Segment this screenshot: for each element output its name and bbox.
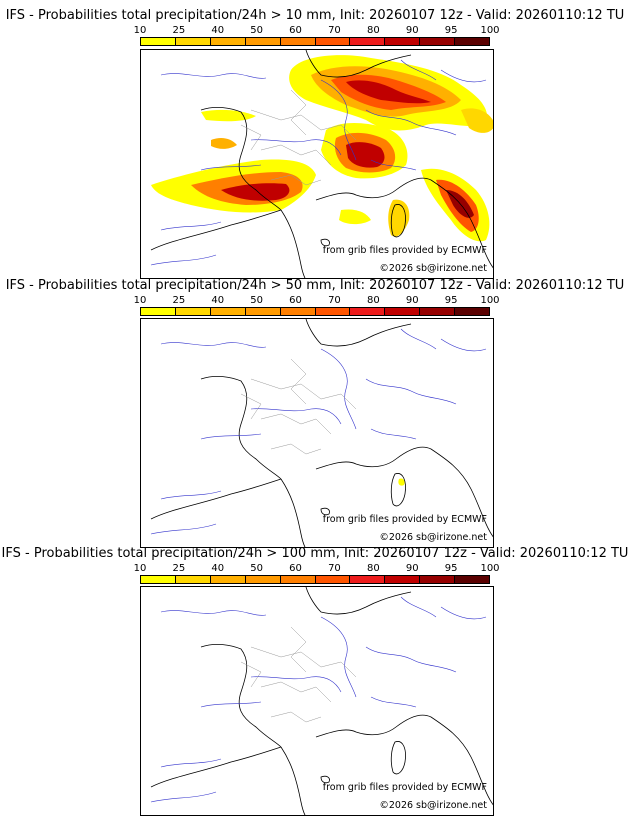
colorbar-tick-label: 60	[289, 25, 302, 36]
colorbar-swatch	[141, 308, 176, 315]
map-panel-100mm: IFS - Probabilities total precipitation/…	[0, 538, 630, 816]
colorbar-tick-label: 90	[405, 563, 419, 574]
source-credit: from grib files provided by ECMWF	[322, 245, 487, 256]
colorbar-labels: 10 25 40 50 60 70 80 90 95 100	[134, 295, 500, 307]
colorbar-tick-label: 25	[172, 25, 186, 36]
colorbar-swatch	[350, 38, 386, 45]
colorbar-swatch	[280, 308, 316, 315]
probability-map: from grib files provided by ECMWF ©2026 …	[140, 318, 494, 548]
source-credit: from grib files provided by ECMWF	[322, 514, 487, 525]
colorbar-tick-label: 70	[328, 295, 341, 306]
copyright-credit: ©2026 sb@irizone.net	[379, 800, 487, 811]
colorbar-swatch	[175, 576, 211, 583]
borders	[240, 626, 357, 723]
borders	[240, 89, 357, 186]
colorbar-tick-label: 25	[172, 563, 186, 574]
colorbar-swatch	[280, 38, 316, 45]
coastlines	[150, 587, 493, 815]
colorbar-tick-label: 90	[405, 25, 419, 36]
colorbar-tick-label: 70	[328, 25, 341, 36]
colorbar-swatch	[175, 38, 211, 45]
coastlines	[150, 319, 493, 547]
colorbar-swatch	[420, 38, 456, 45]
colorbar-tick-label: 40	[211, 563, 225, 574]
colorbar-tick-label: 95	[444, 295, 458, 306]
colorbar-tick-label: 95	[444, 25, 458, 36]
colorbar-tick-label: 60	[289, 563, 302, 574]
colorbar-swatch	[210, 576, 246, 583]
colorbar-tick-label: 50	[250, 563, 264, 574]
colorbar-swatch	[280, 576, 316, 583]
colorbar-labels: 10 25 40 50 60 70 80 90 95 100	[134, 25, 500, 37]
precipitation-probability-field	[398, 478, 405, 486]
copyright-credit: ©2026 sb@irizone.net	[379, 532, 487, 543]
colorbar-tick-label: 50	[250, 25, 264, 36]
colorbar-swatch	[210, 38, 246, 45]
source-credit: from grib files provided by ECMWF	[322, 782, 487, 793]
colorbar-swatch	[455, 38, 490, 45]
colorbar-tick-label: 100	[480, 563, 500, 574]
colorbar-tick-label: 50	[250, 295, 264, 306]
copyright-credit: ©2026 sb@irizone.net	[379, 263, 487, 274]
map-panel-10mm: IFS - Probabilities total precipitation/…	[0, 0, 630, 279]
colorbar-swatch	[245, 38, 281, 45]
colorbar-swatch	[350, 308, 386, 315]
colorbar-tick-label: 60	[289, 295, 302, 306]
panel-title: IFS - Probabilities total precipitation/…	[5, 8, 625, 23]
borders	[240, 358, 357, 455]
colorbar-swatch	[175, 308, 211, 315]
colorbar-swatch	[315, 38, 351, 45]
colorbar-tick-label: 40	[211, 25, 225, 36]
colorbar	[140, 37, 490, 46]
colorbar-labels: 10 25 40 50 60 70 80 90 95 100	[134, 563, 500, 575]
colorbar-tick-label: 80	[366, 295, 380, 306]
rivers	[150, 328, 487, 535]
colorbar-swatch	[245, 576, 281, 583]
colorbar	[140, 575, 490, 584]
colorbar-swatch	[420, 308, 456, 315]
probability-map: from grib files provided by ECMWF ©2026 …	[140, 49, 494, 279]
colorbar-tick-label: 80	[366, 25, 380, 36]
colorbar-swatch	[455, 308, 490, 315]
colorbar-tick-label: 10	[133, 295, 147, 306]
colorbar-swatch	[385, 576, 421, 583]
colorbar-swatch	[420, 576, 456, 583]
colorbar-tick-label: 80	[366, 563, 380, 574]
colorbar-tick-label: 25	[172, 295, 186, 306]
colorbar-swatch	[245, 308, 281, 315]
colorbar-swatch	[210, 308, 246, 315]
colorbar-swatch	[350, 576, 386, 583]
map-panel-50mm: IFS - Probabilities total precipitation/…	[0, 270, 630, 548]
colorbar-swatch	[385, 308, 421, 315]
colorbar-swatch	[455, 576, 490, 583]
rivers	[150, 59, 487, 266]
colorbar-tick-label: 100	[480, 25, 500, 36]
colorbar-tick-label: 90	[405, 295, 419, 306]
probability-map: from grib files provided by ECMWF ©2026 …	[140, 586, 494, 816]
colorbar-swatch	[385, 38, 421, 45]
colorbar-tick-label: 40	[211, 295, 225, 306]
colorbar-tick-label: 95	[444, 563, 458, 574]
colorbar-tick-label: 70	[328, 563, 341, 574]
colorbar-tick-label: 10	[133, 563, 147, 574]
rivers	[150, 596, 487, 803]
panel-title: IFS - Probabilities total precipitation/…	[1, 546, 629, 561]
coastlines	[150, 50, 493, 278]
colorbar-swatch	[315, 308, 351, 315]
colorbar-swatch	[315, 576, 351, 583]
colorbar	[140, 307, 490, 316]
panel-title: IFS - Probabilities total precipitation/…	[5, 278, 625, 293]
colorbar-tick-label: 10	[133, 25, 147, 36]
colorbar-swatch	[141, 576, 176, 583]
colorbar-tick-label: 100	[480, 295, 500, 306]
colorbar-swatch	[141, 38, 176, 45]
precipitation-probability-field	[151, 55, 493, 242]
